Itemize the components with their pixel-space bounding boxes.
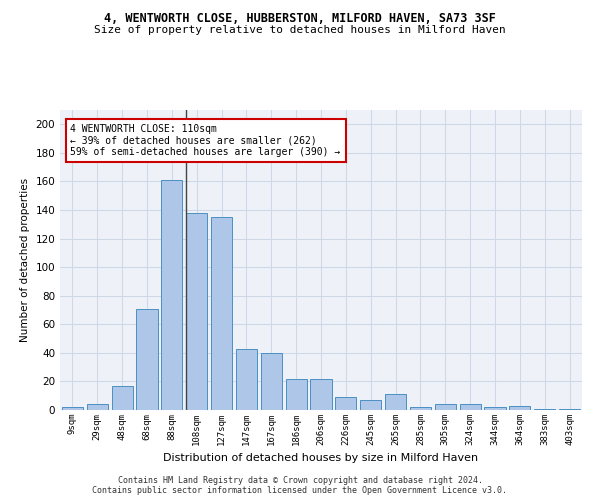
Bar	[112, 386, 133, 410]
Bar	[62, 407, 83, 410]
Bar	[186, 213, 207, 410]
X-axis label: Distribution of detached houses by size in Milford Haven: Distribution of detached houses by size …	[163, 454, 479, 464]
Bar	[136, 308, 158, 410]
Bar	[87, 404, 108, 410]
Bar	[310, 378, 332, 410]
Bar	[509, 406, 530, 410]
Bar	[261, 353, 282, 410]
Bar	[211, 217, 232, 410]
Text: Size of property relative to detached houses in Milford Haven: Size of property relative to detached ho…	[94, 25, 506, 35]
Bar	[460, 404, 481, 410]
Bar	[335, 397, 356, 410]
Y-axis label: Number of detached properties: Number of detached properties	[20, 178, 30, 342]
Bar	[385, 394, 406, 410]
Text: 4 WENTWORTH CLOSE: 110sqm
← 39% of detached houses are smaller (262)
59% of semi: 4 WENTWORTH CLOSE: 110sqm ← 39% of detac…	[70, 124, 341, 156]
Text: Contains HM Land Registry data © Crown copyright and database right 2024.: Contains HM Land Registry data © Crown c…	[118, 476, 482, 485]
Text: 4, WENTWORTH CLOSE, HUBBERSTON, MILFORD HAVEN, SA73 3SF: 4, WENTWORTH CLOSE, HUBBERSTON, MILFORD …	[104, 12, 496, 26]
Bar	[559, 408, 580, 410]
Bar	[484, 407, 506, 410]
Bar	[161, 180, 182, 410]
Bar	[534, 408, 555, 410]
Bar	[360, 400, 381, 410]
Bar	[435, 404, 456, 410]
Bar	[410, 407, 431, 410]
Text: Contains public sector information licensed under the Open Government Licence v3: Contains public sector information licen…	[92, 486, 508, 495]
Bar	[236, 348, 257, 410]
Bar	[286, 378, 307, 410]
